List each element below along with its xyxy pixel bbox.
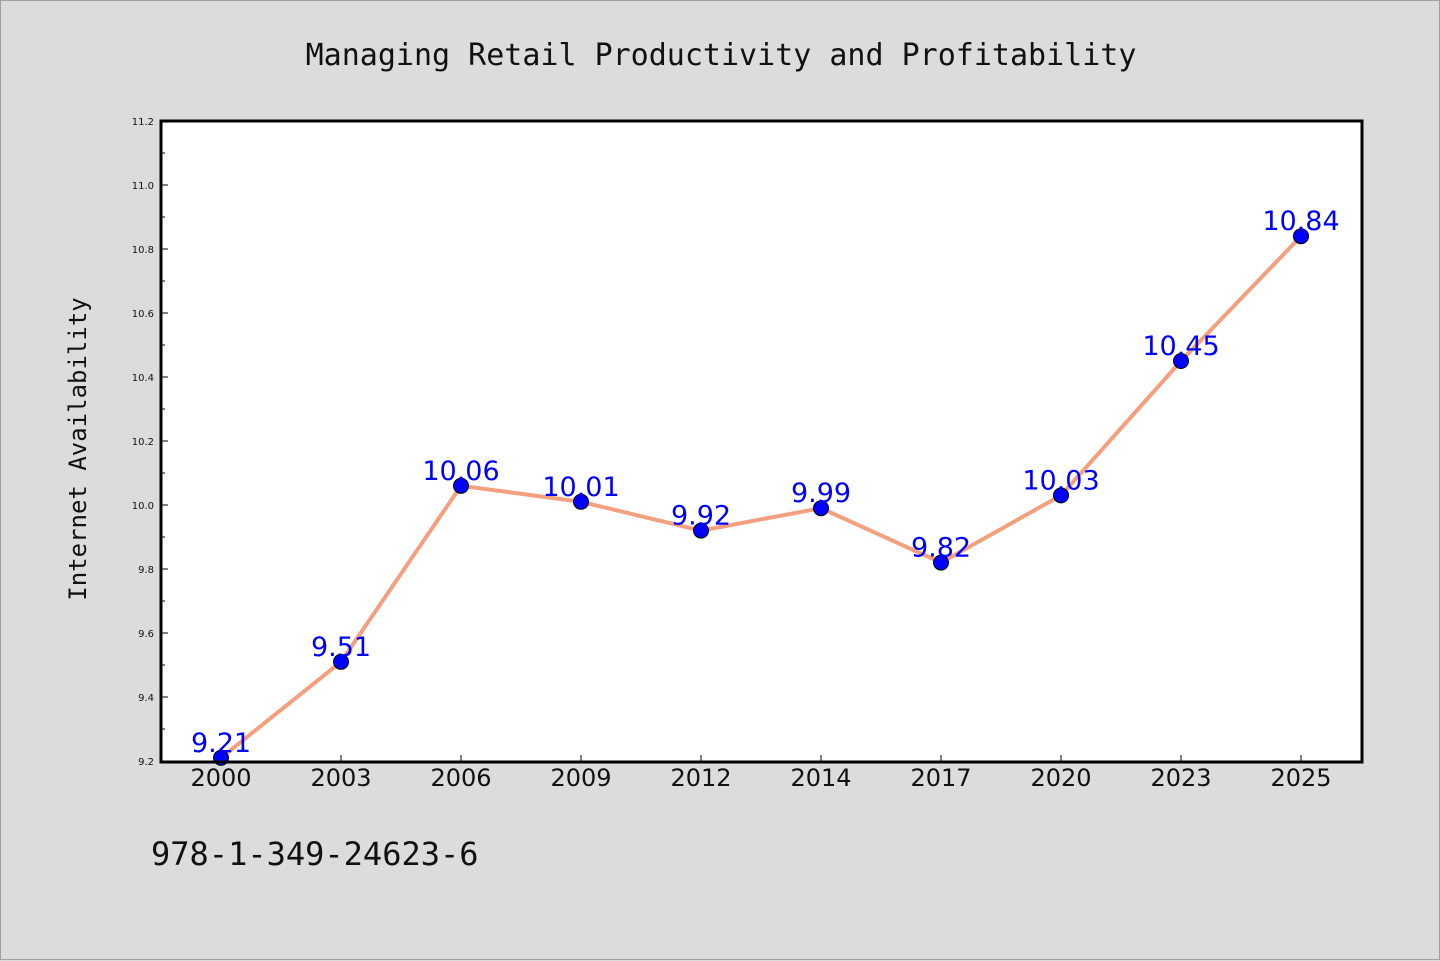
y-tick-label: 11.0 <box>132 181 154 192</box>
y-tick-label: 10.6 <box>132 309 154 320</box>
x-tick-label: 2014 <box>790 764 851 792</box>
x-tick-label: 2006 <box>430 764 491 792</box>
y-tick-label: 10.2 <box>132 437 154 448</box>
x-tick-label: 2023 <box>1150 764 1211 792</box>
data-point-2017 <box>933 554 949 571</box>
y-tick-label: 9.2 <box>138 757 154 768</box>
y-tick-label: 9.6 <box>138 629 154 640</box>
x-tick-label: 2009 <box>550 764 611 792</box>
y-tick-label: 9.8 <box>138 565 154 576</box>
data-label-2014: 9.99 <box>791 478 851 509</box>
y-tick-label: 11.2 <box>132 117 154 128</box>
data-label-2006: 10.06 <box>422 456 499 487</box>
data-label-2023: 10.45 <box>1142 331 1219 362</box>
data-label-2017: 9.82 <box>911 533 971 564</box>
series-line <box>219 234 1303 760</box>
x-tick-label: 2012 <box>670 764 731 792</box>
plot-frame <box>159 119 1364 764</box>
x-axis-ticks: 2000 2003 2006 2009 2012 2014 2017 2020 2023 2025 <box>190 755 1332 792</box>
data-point-2003 <box>333 653 349 670</box>
y-tick-label: 10.4 <box>132 373 154 384</box>
footer-isbn: 978-1-349-24623-6 <box>151 835 479 873</box>
x-tick-label: 2000 <box>190 764 251 792</box>
chart-title: Managing Retail Productivity and Profita… <box>306 38 1137 73</box>
data-labels: 9.21 9.51 10.06 10.01 9.92 9.99 9.82 10.03 10.45… <box>191 206 1340 759</box>
data-label-2020: 10.03 <box>1022 465 1099 496</box>
y-tick-label: 10.8 <box>132 245 154 256</box>
data-label-2003: 9.51 <box>311 632 371 663</box>
data-label-2012: 9.92 <box>671 501 731 532</box>
data-point-2020 <box>1053 487 1069 504</box>
data-point-2025 <box>1293 228 1309 245</box>
data-point-2009 <box>573 493 589 510</box>
y-tick-label: 9.4 <box>138 693 154 704</box>
y-axis-label: Internet Availability <box>64 297 92 600</box>
x-tick-label: 2025 <box>1270 764 1331 792</box>
data-point-2014 <box>813 500 829 517</box>
data-point-2006 <box>453 477 469 494</box>
data-label-2000: 9.21 <box>191 728 251 759</box>
x-tick-label: 2003 <box>310 764 371 792</box>
plot-area <box>161 121 1362 762</box>
data-label-2009: 10.01 <box>542 472 619 503</box>
x-tick-label: 2017 <box>910 764 971 792</box>
y-tick-label: 10.0 <box>132 501 154 512</box>
data-point-2012 <box>693 522 709 539</box>
x-tick-label: 2020 <box>1030 764 1091 792</box>
data-point-2023 <box>1173 353 1189 369</box>
data-label-2025: 10.84 <box>1262 206 1339 237</box>
